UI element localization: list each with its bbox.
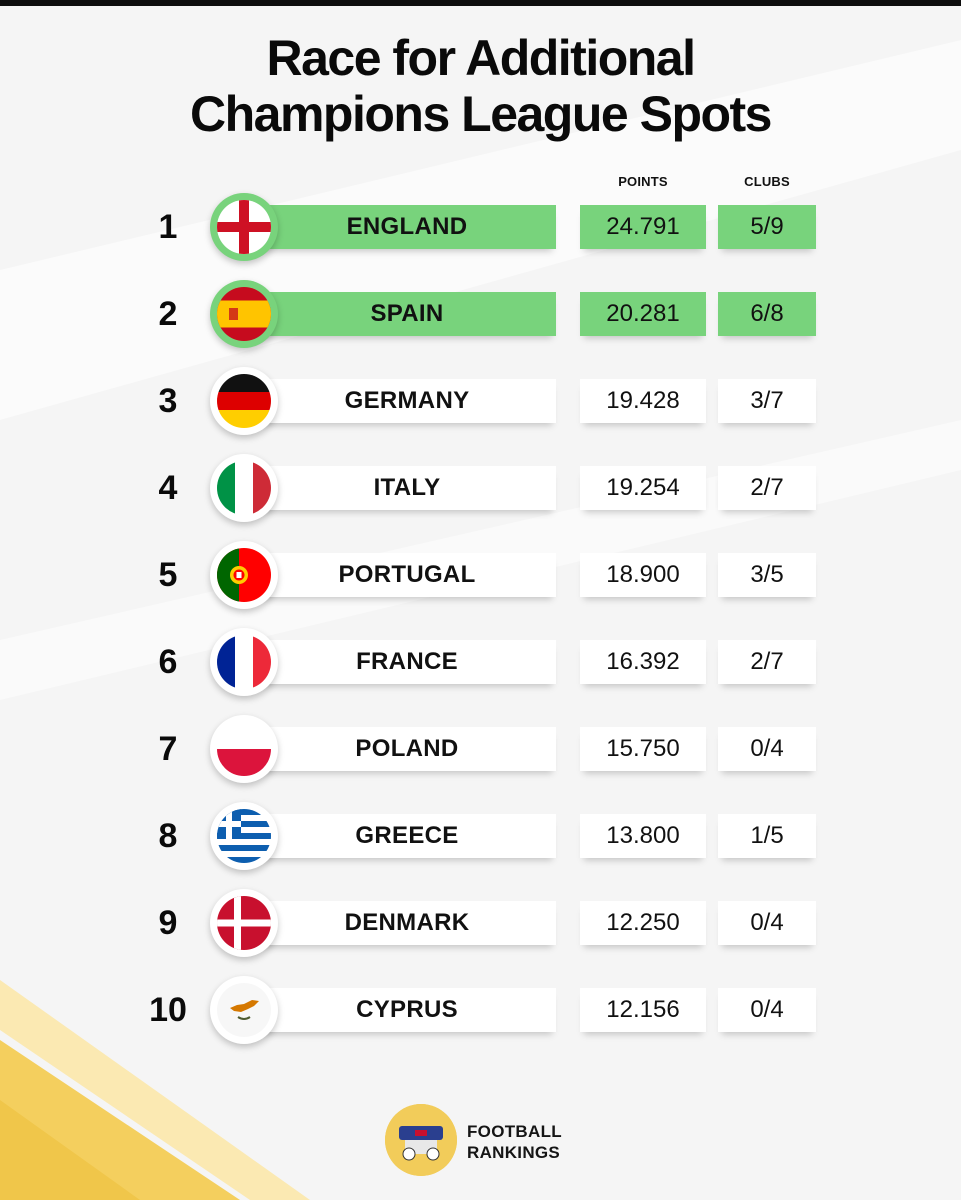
country-name: SPAIN [258, 292, 556, 336]
title-line-1: Race for Additional [266, 30, 696, 86]
clubs-value: 1/5 [718, 814, 816, 858]
points-column-header: POINTS [618, 174, 668, 189]
rank-number: 1 [158, 207, 178, 246]
points-value: 12.250 [580, 901, 706, 945]
country-name: ENGLAND [258, 205, 556, 249]
points-value: 12.156 [580, 988, 706, 1032]
page-title: Race for Additional Champions League Spo… [0, 30, 961, 142]
clubs-value: 0/4 [718, 901, 816, 945]
points-value: 20.281 [580, 292, 706, 336]
poland-flag-icon [210, 715, 278, 783]
italy-flag-icon [210, 454, 278, 522]
ranking-row-cyprus: 10 CYPRUS 12.156 0/4 [0, 965, 961, 1055]
rank-number: 3 [158, 381, 178, 420]
ranking-row-germany: 3 GERMANY 19.428 3/7 [0, 356, 961, 446]
brand-line-1: FOOTBALL [467, 1122, 562, 1141]
country-name: DENMARK [258, 901, 556, 945]
country-name: GERMANY [258, 379, 556, 423]
clubs-value: 0/4 [718, 988, 816, 1032]
rank-number: 4 [158, 468, 178, 507]
clubs-value: 2/7 [718, 466, 816, 510]
spain-flag-icon [210, 280, 278, 348]
country-name: POLAND [258, 727, 556, 771]
points-value: 15.750 [580, 727, 706, 771]
rank-number: 8 [158, 816, 178, 855]
top-border [0, 0, 961, 6]
greece-flag-icon [210, 802, 278, 870]
england-flag-icon [210, 193, 278, 261]
ranking-row-poland: 7 POLAND 15.750 0/4 [0, 704, 961, 794]
points-value: 18.900 [580, 553, 706, 597]
ranking-row-france: 6 FRANCE 16.392 2/7 [0, 617, 961, 707]
ranking-row-portugal: 5 PORTUGAL 18.900 3/5 [0, 530, 961, 620]
clubs-column-header: CLUBS [744, 174, 790, 189]
rank-number: 6 [158, 642, 178, 681]
portugal-flag-icon [210, 541, 278, 609]
country-name: ITALY [258, 466, 556, 510]
rank-number: 2 [158, 294, 178, 333]
clubs-value: 3/7 [718, 379, 816, 423]
country-name: CYPRUS [258, 988, 556, 1032]
clubs-value: 3/5 [718, 553, 816, 597]
rank-number: 7 [158, 729, 178, 768]
ranking-row-greece: 8 GREECE 13.800 1/5 [0, 791, 961, 881]
football-rankings-logo-icon [385, 1104, 457, 1176]
ranking-row-italy: 4 ITALY 19.254 2/7 [0, 443, 961, 533]
points-value: 24.791 [580, 205, 706, 249]
ranking-row-england: 1 ENGLAND 24.791 5/9 [0, 182, 961, 272]
points-value: 19.254 [580, 466, 706, 510]
clubs-value: 5/9 [718, 205, 816, 249]
ranking-row-spain: 2 SPAIN 20.281 6/8 [0, 269, 961, 359]
france-flag-icon [210, 628, 278, 696]
points-value: 16.392 [580, 640, 706, 684]
brand-line-2: RANKINGS [467, 1143, 561, 1162]
points-value: 13.800 [580, 814, 706, 858]
germany-flag-icon [210, 367, 278, 435]
ranking-row-denmark: 9 DENMARK 12.250 0/4 [0, 878, 961, 968]
country-name: FRANCE [258, 640, 556, 684]
rank-number: 9 [158, 903, 178, 942]
clubs-value: 6/8 [718, 292, 816, 336]
brand-name: FOOTBALL RANKINGS [467, 1121, 562, 1163]
clubs-value: 0/4 [718, 727, 816, 771]
country-name: GREECE [258, 814, 556, 858]
cyprus-flag-icon [210, 976, 278, 1044]
clubs-value: 2/7 [718, 640, 816, 684]
points-value: 19.428 [580, 379, 706, 423]
rank-number: 10 [149, 990, 187, 1029]
denmark-flag-icon [210, 889, 278, 957]
country-name: PORTUGAL [258, 553, 556, 597]
rank-number: 5 [158, 555, 178, 594]
title-line-2: Champions League Spots [190, 86, 772, 142]
